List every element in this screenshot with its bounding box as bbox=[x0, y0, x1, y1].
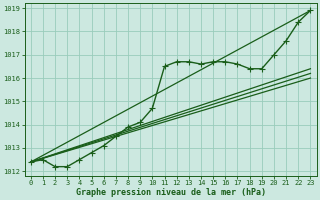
X-axis label: Graphe pression niveau de la mer (hPa): Graphe pression niveau de la mer (hPa) bbox=[76, 188, 266, 197]
